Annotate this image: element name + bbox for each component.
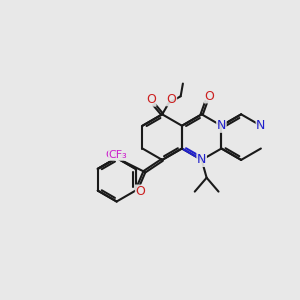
Text: O: O [205,90,214,103]
Text: CF₃: CF₃ [106,150,124,160]
Text: N: N [256,119,266,132]
Text: O: O [167,93,177,106]
Text: O: O [146,93,156,106]
Text: N: N [197,153,206,167]
Text: N: N [217,119,226,132]
Text: O: O [136,185,146,198]
Text: CF₃: CF₃ [109,150,128,160]
